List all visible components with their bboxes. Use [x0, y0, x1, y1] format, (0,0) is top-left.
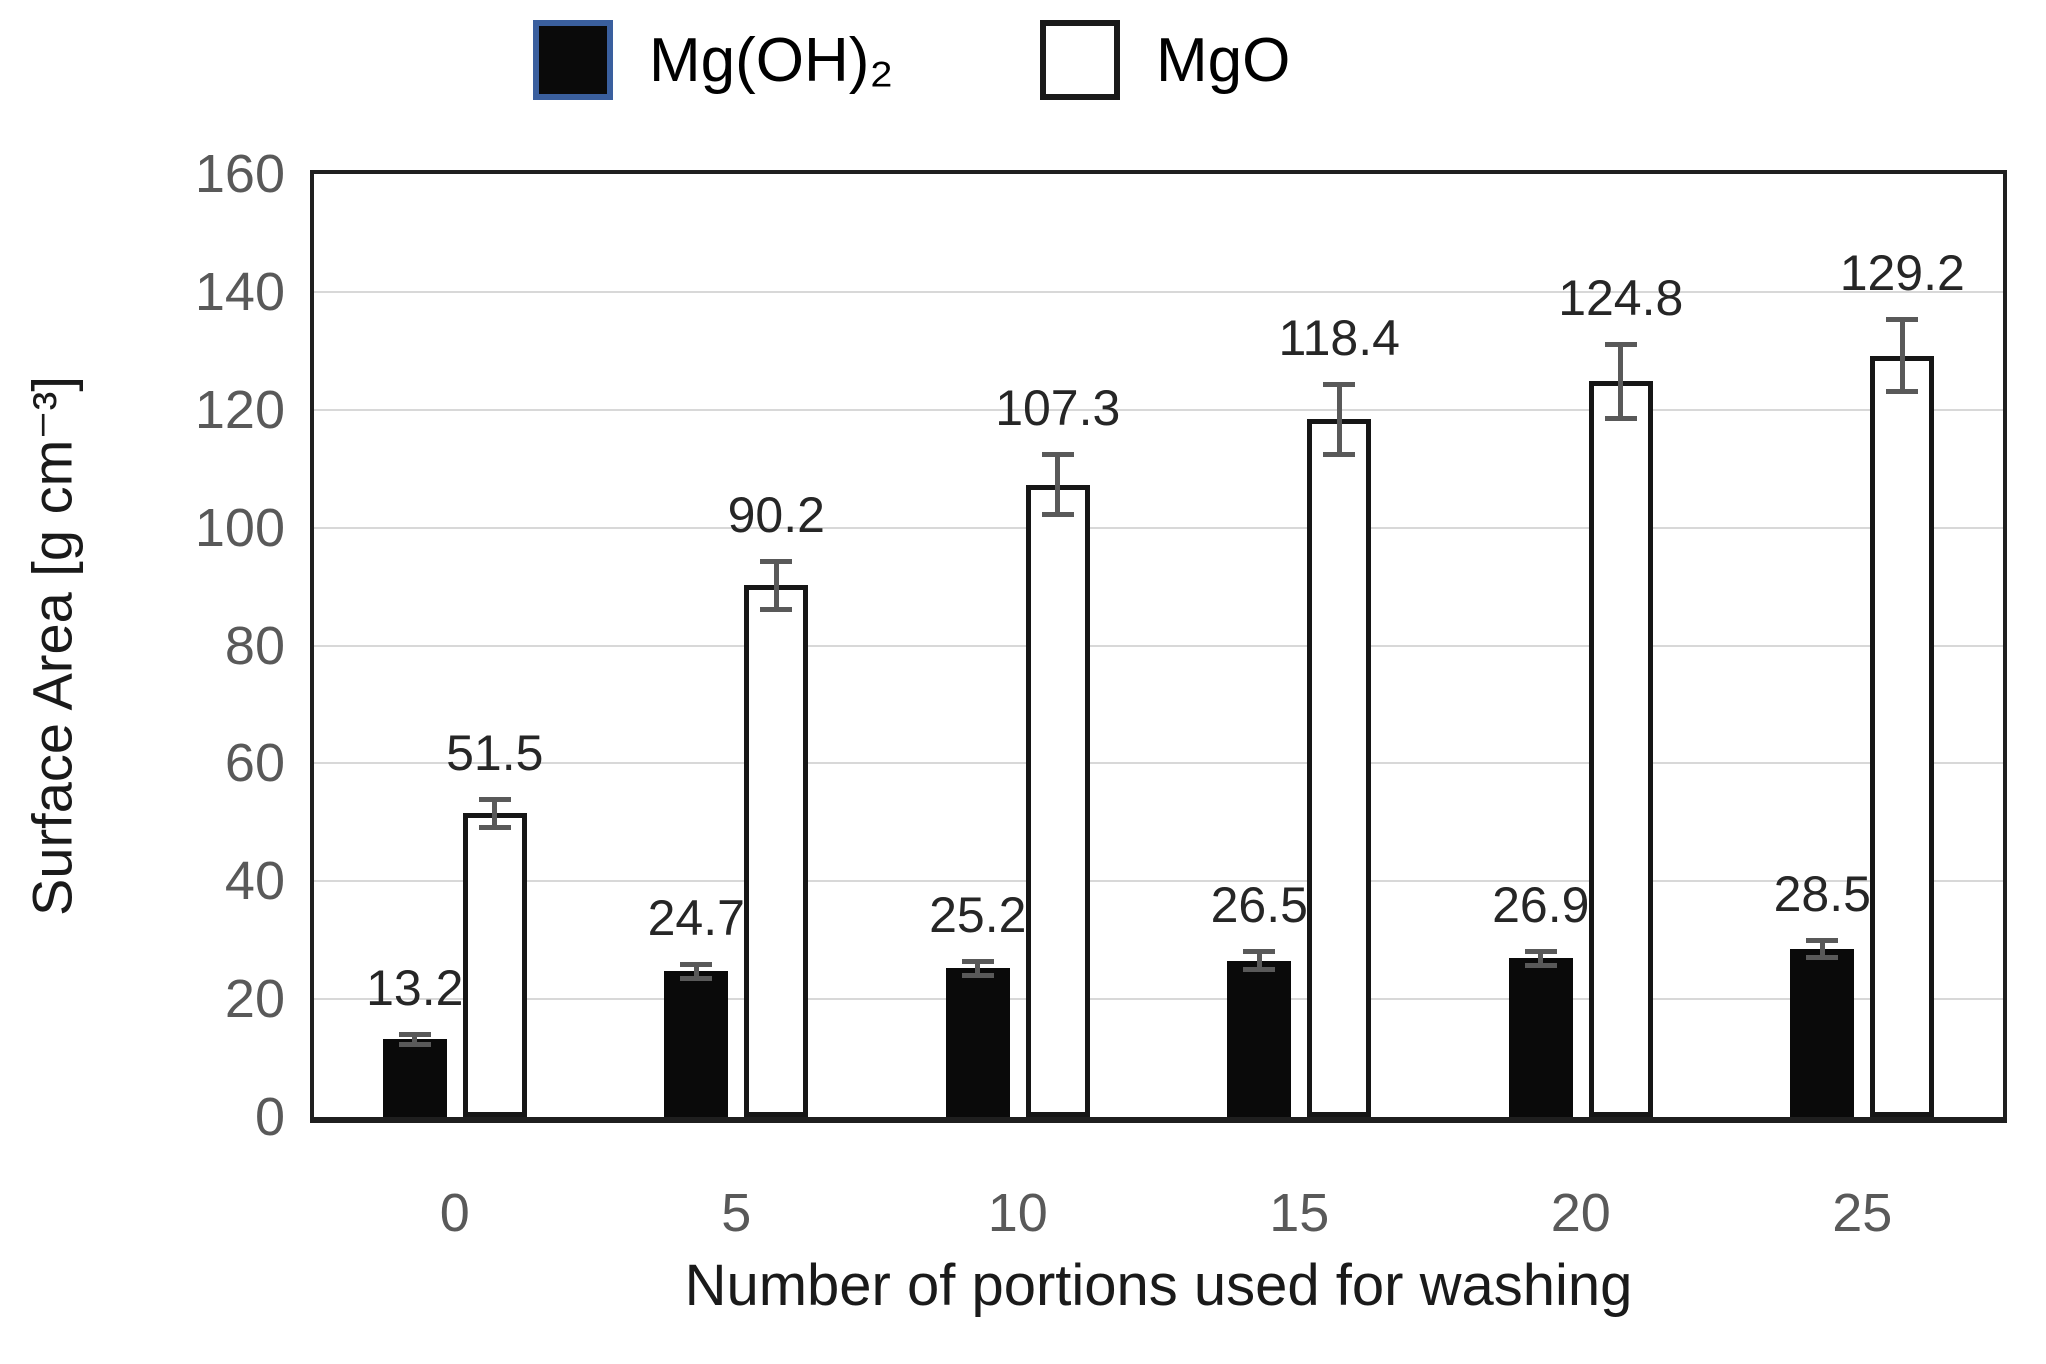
error-bar-mgo-10 — [1055, 453, 1061, 516]
error-cap-top-mgo-0 — [478, 797, 511, 803]
y-tick-label-20: 20 — [224, 969, 285, 1030]
error-bar-mgoh2-10 — [975, 961, 981, 976]
error-cap-bottom-mgo-15 — [1323, 451, 1356, 457]
y-tick-label-100: 100 — [194, 497, 285, 558]
legend-label-mgoh2: Mg(OH)₂ — [649, 25, 894, 95]
legend-item-mgo: MgO — [1040, 14, 1290, 106]
bar-mgoh2-15 — [1227, 960, 1292, 1117]
bar-mgo-10 — [1025, 484, 1090, 1117]
gridline-140 — [314, 290, 2003, 293]
error-cap-top-mgoh2-25 — [1806, 938, 1839, 944]
bar-mgo-0 — [462, 813, 527, 1117]
x-tick-label-25: 25 — [1832, 1183, 1893, 1243]
bar-mgo-20 — [1588, 381, 1653, 1117]
error-cap-top-mgoh2-15 — [1243, 949, 1276, 955]
gridline-120 — [314, 408, 2003, 411]
error-cap-bottom-mgoh2-20 — [1524, 963, 1557, 969]
legend-label-mgo: MgO — [1156, 25, 1291, 95]
error-cap-top-mgoh2-10 — [961, 959, 994, 965]
error-cap-bottom-mgo-20 — [1604, 415, 1637, 421]
data-label-mgo-5: 90.2 — [727, 487, 825, 544]
error-cap-bottom-mgo-0 — [478, 824, 511, 830]
y-tick-label-160: 160 — [194, 144, 285, 204]
x-tick-label-0: 0 — [439, 1183, 470, 1243]
legend-item-mgoh2: Mg(OH)₂ — [533, 14, 894, 106]
bar-mgoh2-5 — [664, 971, 729, 1117]
x-tick-label-15: 15 — [1269, 1183, 1330, 1243]
data-label-mgoh2-25: 28.5 — [1773, 866, 1871, 923]
error-bar-mgoh2-5 — [693, 963, 699, 980]
error-bar-mgo-20 — [1618, 344, 1624, 419]
error-cap-top-mgoh2-20 — [1524, 948, 1557, 954]
data-label-mgo-15: 118.4 — [1278, 309, 1400, 366]
data-label-mgoh2-0: 13.2 — [366, 959, 464, 1016]
data-label-mgo-10: 107.3 — [995, 379, 1121, 436]
bar-mgo-15 — [1307, 419, 1372, 1117]
error-bar-mgo-15 — [1336, 383, 1342, 455]
legend-swatch-mgo — [1040, 20, 1120, 100]
bar-mgoh2-0 — [382, 1039, 447, 1117]
gridline-40 — [314, 880, 2003, 883]
gridline-60 — [314, 762, 2003, 765]
error-cap-bottom-mgo-10 — [1041, 512, 1074, 518]
error-cap-top-mgoh2-0 — [398, 1031, 431, 1037]
bar-mgo-5 — [744, 585, 809, 1117]
error-bar-mgo-5 — [773, 561, 779, 610]
x-tick-label-20: 20 — [1550, 1183, 1611, 1243]
error-bar-mgoh2-25 — [1819, 940, 1825, 958]
error-cap-top-mgoh2-5 — [680, 961, 713, 967]
error-bar-mgo-0 — [492, 799, 498, 828]
bar-mgoh2-25 — [1790, 949, 1855, 1117]
error-cap-top-mgo-20 — [1604, 342, 1637, 348]
y-tick-label-80: 80 — [224, 615, 285, 676]
gridline-100 — [314, 526, 2003, 529]
y-tick-label-140: 140 — [194, 261, 285, 322]
error-cap-top-mgo-25 — [1886, 316, 1919, 322]
plot-area: 13.2 51.5 24.7 90.2 25.2 107.3 26.5 118.4 26.9 12… — [310, 170, 2007, 1123]
error-bar-mgoh2-15 — [1256, 951, 1262, 971]
y-tick-label-40: 40 — [224, 851, 285, 912]
data-label-mgoh2-15: 26.5 — [1210, 877, 1308, 934]
data-label-mgoh2-10: 25.2 — [929, 887, 1027, 944]
bar-mgo-25 — [1870, 355, 1935, 1117]
error-cap-bottom-mgoh2-10 — [961, 972, 994, 978]
error-cap-bottom-mgoh2-0 — [398, 1041, 431, 1047]
y-tick-label-120: 120 — [194, 379, 285, 440]
y-tick-label-60: 60 — [224, 733, 285, 794]
x-axis-title: Number of portions used for washing — [684, 1253, 1633, 1318]
error-bar-mgo-25 — [1899, 318, 1905, 393]
data-label-mgo-25: 129.2 — [1839, 244, 1965, 301]
bar-mgoh2-20 — [1508, 958, 1573, 1117]
legend-swatch-mgoh2 — [533, 20, 613, 100]
error-cap-bottom-mgoh2-5 — [680, 976, 713, 982]
error-bar-mgoh2-0 — [412, 1033, 418, 1045]
data-label-mgoh2-5: 24.7 — [647, 889, 745, 946]
y-tick-label-0: 0 — [254, 1087, 285, 1147]
bar-mgoh2-10 — [945, 968, 1010, 1117]
data-label-mgoh2-20: 26.9 — [1492, 876, 1590, 933]
error-cap-top-mgo-5 — [760, 559, 793, 565]
data-label-mgo-20: 124.8 — [1558, 270, 1684, 327]
x-tick-label-10: 10 — [987, 1183, 1048, 1243]
error-cap-top-mgo-15 — [1323, 381, 1356, 387]
error-cap-bottom-mgo-5 — [760, 606, 793, 612]
error-cap-bottom-mgo-25 — [1886, 389, 1919, 395]
data-label-mgo-0: 51.5 — [446, 725, 544, 782]
error-bar-mgoh2-20 — [1538, 950, 1544, 967]
error-cap-top-mgo-10 — [1041, 451, 1074, 457]
gridline-20 — [314, 998, 2003, 1001]
gridline-80 — [314, 644, 2003, 647]
y-axis-title: Surface Area [g cm⁻³] — [20, 376, 84, 917]
error-cap-bottom-mgoh2-25 — [1806, 954, 1839, 960]
x-tick-label-5: 5 — [721, 1183, 752, 1243]
error-cap-bottom-mgoh2-15 — [1243, 967, 1276, 973]
